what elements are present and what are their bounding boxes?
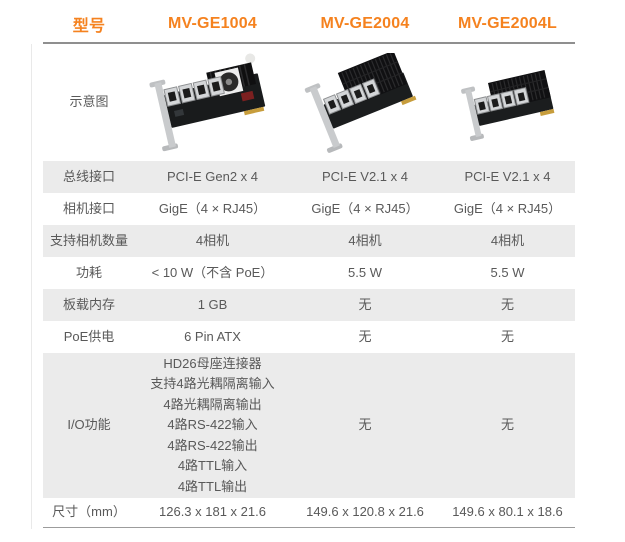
schematic-label: 示意图: [69, 94, 109, 110]
schematic-cell-mv-ge2004: [290, 52, 440, 153]
spec-value: PCI-E V2.1 x 4: [322, 168, 408, 184]
row-label: 支持相机数量: [49, 232, 128, 248]
spec-value: HD26母座连接器 支持4路光耦隔离输入 4路光耦隔离输出 4路RS-422输入…: [150, 355, 275, 494]
schematic-row: 示意图: [43, 44, 575, 161]
row-label: 尺寸（mm）: [52, 504, 126, 520]
spec-value: 149.6 x 80.1 x 18.6: [452, 504, 563, 520]
row-label: 板载内存: [62, 296, 115, 312]
spec-value: 无: [358, 296, 372, 312]
spec-value: 149.6 x 120.8 x 21.6: [306, 504, 424, 520]
spec-row-camera-interface: 相机接口 GigE（4 × RJ45） GigE（4 × RJ45） GigE（…: [43, 193, 575, 225]
spec-row-poe-power: PoE供电 6 Pin ATX 无 无: [43, 321, 575, 353]
column-header-model: 型号: [72, 18, 106, 35]
spec-value: GigE（4 × RJ45）: [453, 200, 562, 216]
spec-value: 4相机: [490, 232, 525, 248]
spec-value: 5.5 W: [490, 264, 525, 280]
spec-row-camera-count: 支持相机数量 4相机 4相机 4相机: [43, 225, 575, 257]
row-label: I/O功能: [67, 417, 111, 433]
row-label: 功耗: [75, 264, 102, 280]
spec-value: GigE（4 × RJ45）: [158, 200, 267, 216]
spec-value: 无: [358, 417, 372, 433]
page-edge-divider: [31, 44, 32, 529]
spec-value: 无: [500, 328, 514, 344]
mv-ge1004-card-image: [148, 53, 265, 151]
table-header-row: 型号 MV-GE1004 MV-GE2004 MV-GE2004L: [43, 0, 575, 44]
schematic-cell-mv-ge1004: [135, 52, 290, 154]
spec-row-dimensions: 尺寸（mm） 126.3 x 181 x 21.6 149.6 x 120.8 …: [43, 498, 575, 528]
spec-value: < 10 W（不含 PoE）: [151, 264, 274, 280]
spec-value: 无: [358, 328, 372, 344]
spec-value: PCI-E Gen2 x 4: [166, 168, 259, 184]
spec-value: 1 GB: [197, 296, 228, 312]
column-header-mv-ge2004: MV-GE2004: [320, 15, 410, 32]
row-label: 相机接口: [62, 200, 115, 216]
spec-row-io-function: I/O功能 HD26母座连接器 支持4路光耦隔离输入 4路光耦隔离输出 4路RS…: [43, 353, 575, 498]
mv-ge2004-card-image: [304, 52, 417, 153]
spec-value: 4相机: [348, 232, 382, 248]
spec-value: GigE（4 × RJ45）: [311, 200, 419, 216]
spec-row-bus-interface: 总线接口 PCI-E Gen2 x 4 PCI-E V2.1 x 4 PCI-E…: [43, 161, 575, 193]
column-header-mv-ge1004: MV-GE1004: [168, 15, 257, 32]
spec-value: 5.5 W: [348, 264, 382, 280]
spec-row-onboard-memory: 板载内存 1 GB 无 无: [43, 289, 575, 321]
row-label: PoE供电: [63, 328, 115, 344]
spec-value: 4相机: [195, 232, 230, 248]
spec-value: 6 Pin ATX: [184, 328, 241, 344]
column-header-mv-ge2004l: MV-GE2004L: [458, 15, 557, 32]
row-label: 总线接口: [62, 168, 115, 184]
spec-value: 无: [500, 417, 514, 433]
spec-comparison-table: 型号 MV-GE1004 MV-GE2004 MV-GE2004L 示意图: [43, 0, 575, 528]
spec-row-power-consumption: 功耗 < 10 W（不含 PoE） 5.5 W 5.5 W: [43, 257, 575, 289]
mv-ge2004l-card-image: [460, 69, 554, 141]
spec-value: 无: [500, 296, 514, 312]
spec-value: 126.3 x 181 x 21.6: [159, 504, 266, 520]
spec-value: PCI-E V2.1 x 4: [464, 168, 551, 184]
schematic-cell-mv-ge2004l: [440, 57, 575, 149]
